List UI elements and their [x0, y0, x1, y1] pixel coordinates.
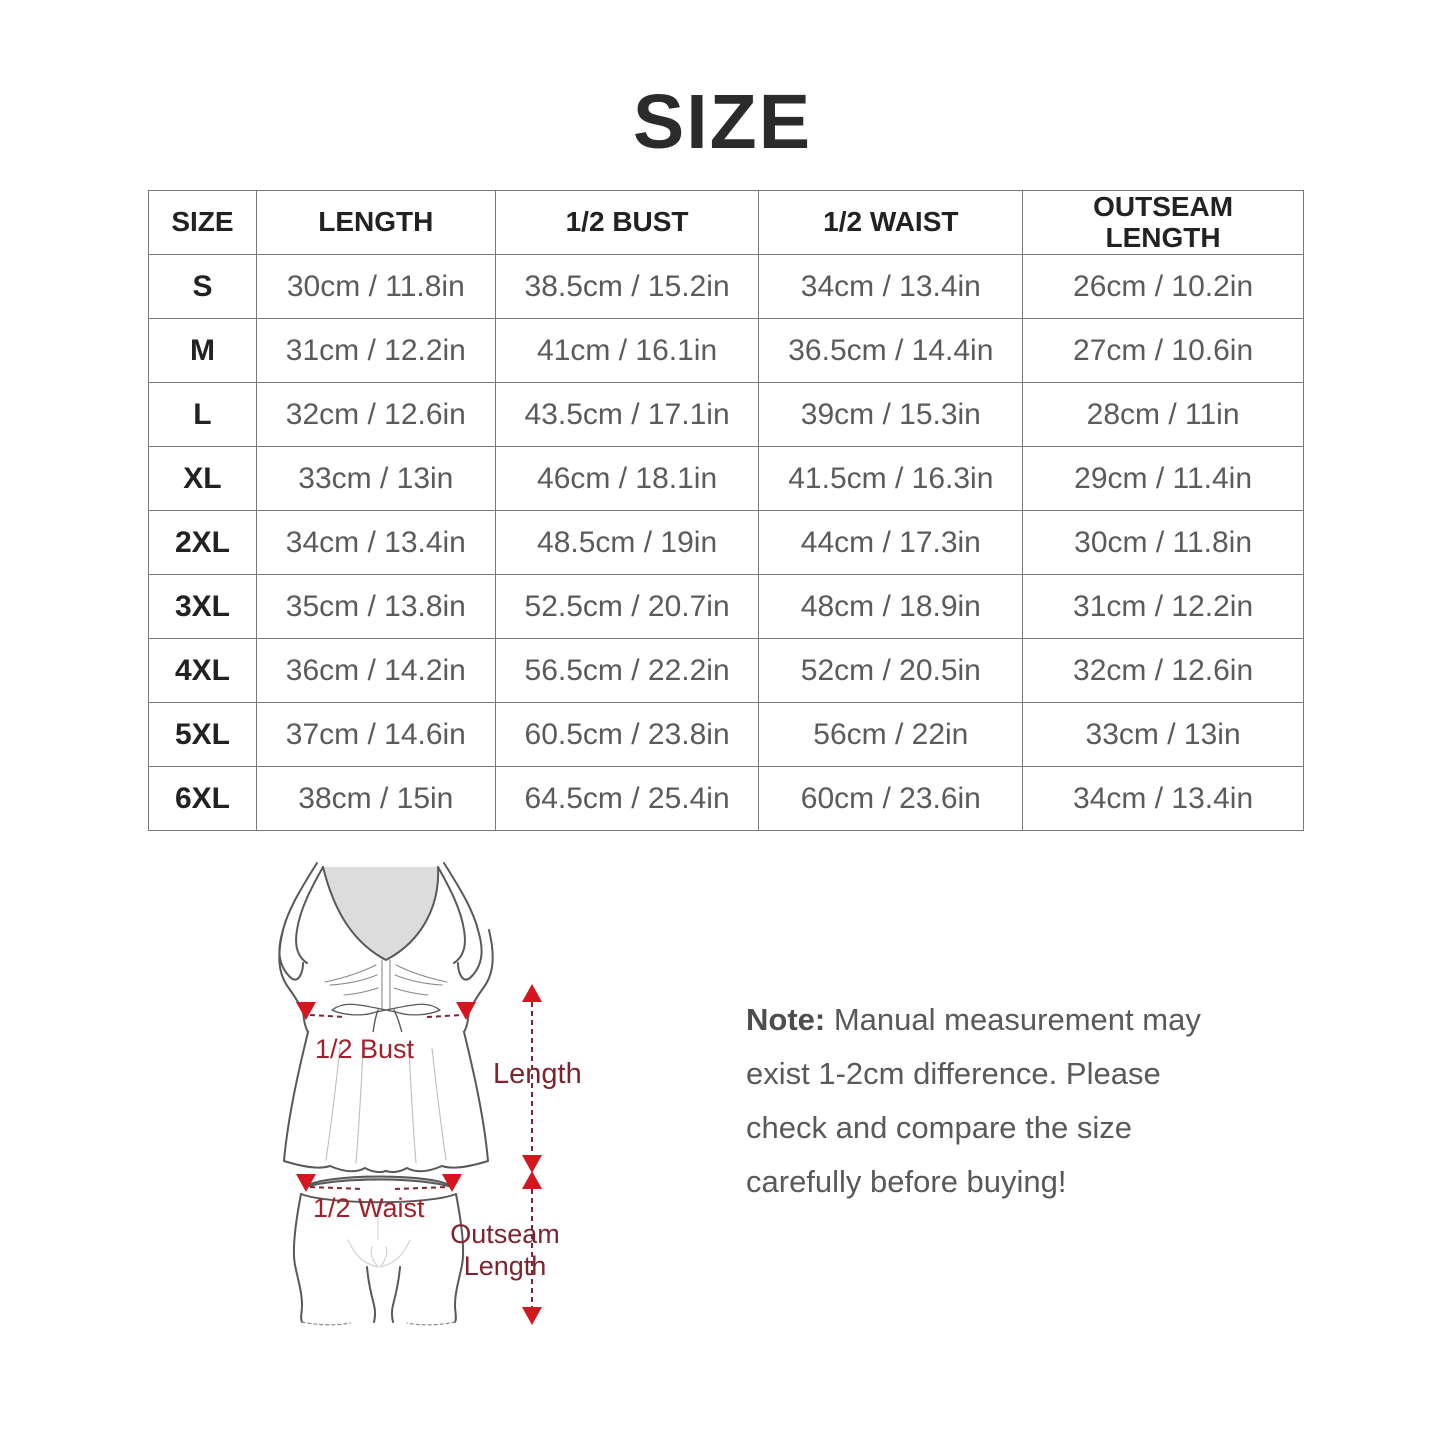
svg-text:1/2 Waist: 1/2 Waist — [313, 1193, 425, 1223]
svg-text:Length: Length — [493, 1058, 582, 1090]
svg-text:Outseam: Outseam — [450, 1219, 560, 1249]
svg-text:Length: Length — [464, 1251, 547, 1281]
svg-text:1/2 Bust: 1/2 Bust — [315, 1034, 415, 1064]
